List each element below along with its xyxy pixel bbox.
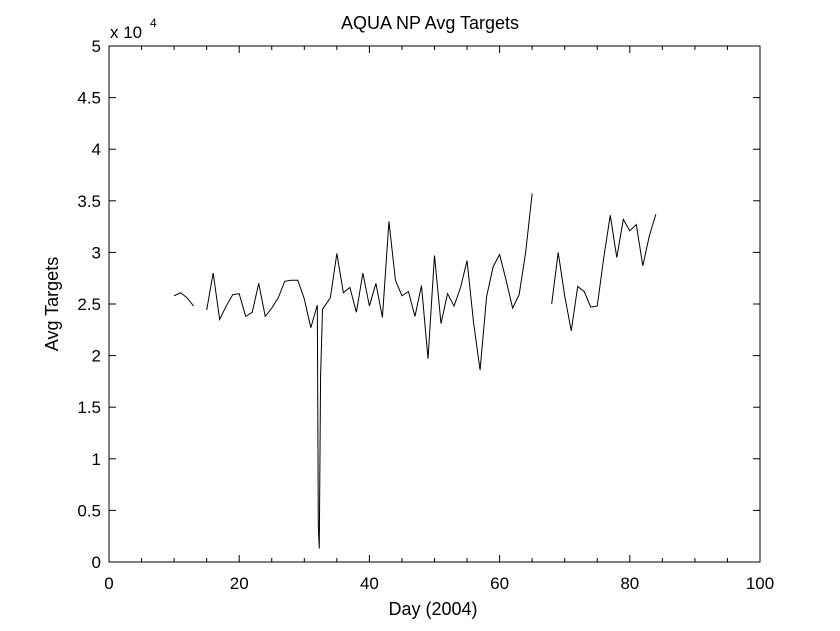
y-tick-label: 2 xyxy=(92,347,101,366)
y-tick-label: 4.5 xyxy=(77,89,101,108)
y-axis-label: Avg Targets xyxy=(42,257,62,351)
x-tick-label: 80 xyxy=(620,574,639,593)
y-tick-label: 0 xyxy=(92,553,101,572)
series-lines xyxy=(173,193,657,549)
y-tick-label: 5 xyxy=(92,37,101,56)
y-tick-label: 1.5 xyxy=(77,398,101,417)
y-tick-label: 3.5 xyxy=(77,192,101,211)
x-tick-label: 20 xyxy=(230,574,249,593)
y-multiplier-label: x 10 xyxy=(110,23,142,42)
plot-area-frame xyxy=(108,45,761,563)
y-tick-label: 0.5 xyxy=(77,501,101,520)
series-line-segment-3 xyxy=(551,214,657,331)
y-tick-label: 3 xyxy=(92,243,101,262)
x-tick-label: 60 xyxy=(490,574,509,593)
x-axis-tick-labels: 0 20 40 60 80 100 xyxy=(104,574,774,593)
y-tick-label: 2.5 xyxy=(77,295,101,314)
x-tick-label: 40 xyxy=(360,574,379,593)
x-tick-label: 0 xyxy=(104,574,113,593)
y-axis-ticks xyxy=(109,45,760,563)
y-tick-label: 4 xyxy=(92,140,101,159)
y-multiplier: x 10 4 xyxy=(110,16,157,42)
series-line-segment-1 xyxy=(173,292,195,307)
x-axis-label: Day (2004) xyxy=(388,599,477,619)
x-tick-label: 100 xyxy=(746,574,774,593)
x-axis-ticks xyxy=(108,46,761,562)
y-axis-tick-labels: 0 0.5 1 1.5 2 2.5 3 3.5 4 4.5 5 xyxy=(77,37,101,572)
chart-title: AQUA NP Avg Targets xyxy=(341,13,519,33)
y-multiplier-exponent: 4 xyxy=(150,16,157,30)
series-line-segment-2 xyxy=(206,193,533,549)
y-tick-label: 1 xyxy=(92,450,101,469)
